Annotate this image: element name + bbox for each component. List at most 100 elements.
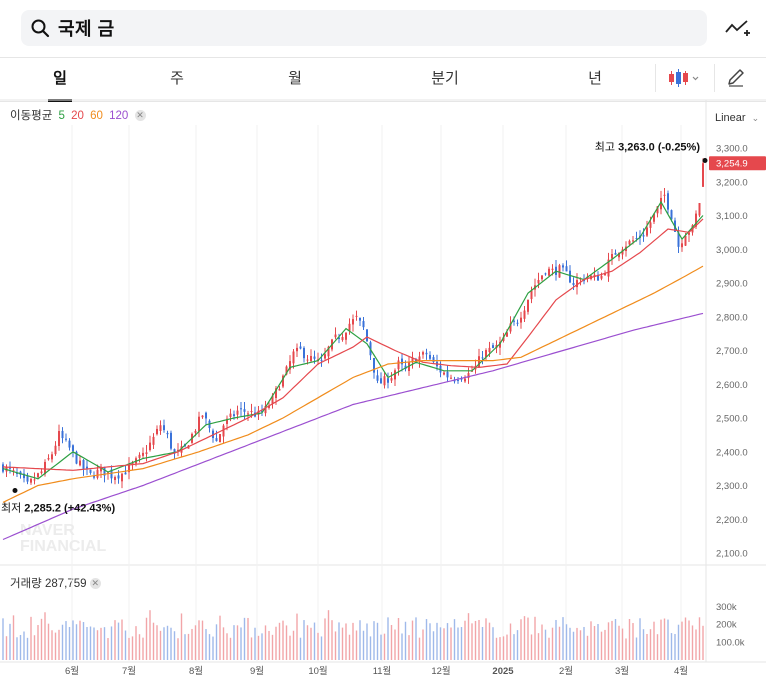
candle-body (44, 461, 46, 475)
candle-body (513, 320, 515, 322)
ma-120-line (2, 312, 704, 541)
candle-body (467, 373, 470, 379)
candle-body (366, 329, 368, 342)
month-label: 4월 (674, 665, 688, 677)
period-tabs: 일 주 월 분기 년 (0, 57, 766, 102)
candle-body (432, 357, 435, 363)
candle-body (509, 323, 512, 332)
month-label: 12월 (431, 665, 450, 677)
candle-body (548, 268, 550, 276)
candle-body (660, 197, 662, 210)
candle-body (33, 479, 36, 481)
candle-body (240, 408, 242, 410)
top-bar: 국제 금 (0, 0, 766, 57)
candle-body (359, 317, 361, 321)
candle-body (604, 273, 606, 276)
month-label: 8월 (189, 665, 203, 677)
search-box[interactable]: 국제 금 (21, 10, 707, 46)
tab-quarter[interactable]: 분기 (431, 70, 459, 87)
compare-chart-icon[interactable] (725, 18, 751, 40)
high-label: 최고 3,263.0 (-0.25%) (595, 140, 701, 153)
draw-pencil-icon[interactable] (726, 67, 746, 87)
candle-body (593, 274, 596, 277)
candle-body (485, 350, 487, 358)
chevron-down-icon: ⌄ (751, 113, 760, 123)
candlestick-type-icon[interactable] (668, 68, 702, 88)
candle-body (446, 371, 449, 378)
candle-body (635, 238, 638, 240)
candle-body (649, 222, 652, 228)
candle-body (303, 347, 305, 359)
scale-mode-label: Linear (715, 112, 746, 124)
ma-120: 120 (109, 110, 129, 122)
candle-body (107, 472, 109, 474)
candle-body (37, 473, 39, 478)
last-price-tag (709, 156, 766, 171)
price-tick-label: 2,800.0 (716, 312, 748, 323)
candle-body (656, 206, 659, 214)
ma-5-line (2, 200, 704, 480)
candle-body (401, 358, 403, 365)
candle-body (394, 370, 396, 380)
month-label: 3월 (615, 665, 629, 677)
candle-body (177, 449, 179, 452)
candle-body (422, 352, 424, 355)
candle-body (128, 464, 130, 473)
candle-body (86, 466, 88, 469)
candle-body (61, 430, 64, 439)
candle-body (194, 430, 197, 433)
scale-mode-select[interactable]: Linear ⌄ (715, 112, 759, 124)
candle-body (621, 249, 624, 255)
ma-20: 20 (71, 110, 84, 122)
candle-body (310, 355, 312, 362)
candle-body (450, 377, 452, 379)
price-tick-label: 2,700.0 (716, 346, 748, 357)
candle-body (117, 475, 120, 479)
low-label-prefix: 최저 (1, 501, 24, 514)
price-tick-label: 3,200.0 (716, 177, 748, 188)
candle-body (373, 357, 375, 373)
month-label: 11월 (373, 665, 392, 677)
tab-year[interactable]: 년 (588, 70, 602, 87)
candle-body (457, 379, 459, 381)
candle-body (551, 268, 554, 270)
candle-body (138, 454, 141, 458)
candle-body (282, 375, 284, 387)
candle-body (453, 380, 456, 382)
candle-body (289, 361, 291, 370)
price-tick-label: 2,100.0 (716, 549, 748, 560)
candle-body (40, 471, 43, 474)
candle-body (219, 434, 221, 443)
high-marker (702, 157, 708, 163)
last-price-label: 3,254.9 (716, 159, 748, 170)
candle-body (233, 414, 235, 417)
moving-average-legend: 이동평균 5 20 60 120 ✕ (10, 107, 149, 123)
candle-body (516, 322, 519, 324)
candle-body (684, 235, 687, 246)
candle-body (464, 378, 466, 382)
candle-body (607, 259, 610, 277)
tab-week[interactable]: 주 (170, 70, 184, 87)
candle-body (565, 266, 568, 272)
candle-body (72, 445, 74, 452)
candle-body (425, 352, 428, 355)
candle-body (278, 388, 281, 391)
ma-close-icon[interactable]: ✕ (134, 110, 146, 121)
candle-body (205, 412, 207, 419)
price-tick-label: 2,500.0 (716, 414, 748, 425)
volume-close-icon[interactable]: ✕ (89, 578, 101, 589)
candle-body (121, 473, 123, 482)
search-query[interactable]: 국제 금 (58, 19, 115, 39)
candle-body (156, 428, 158, 435)
candle-body (670, 210, 673, 220)
volume-tick-label: 100.0k (716, 638, 745, 649)
candle-body (327, 346, 330, 357)
candle-body (79, 460, 81, 466)
candle-body (68, 440, 71, 448)
candle-body (597, 274, 599, 281)
tab-month[interactable]: 월 (288, 70, 302, 87)
price-tick-label: 2,600.0 (716, 380, 748, 391)
candle-body (285, 366, 288, 375)
candle-body (537, 279, 540, 284)
